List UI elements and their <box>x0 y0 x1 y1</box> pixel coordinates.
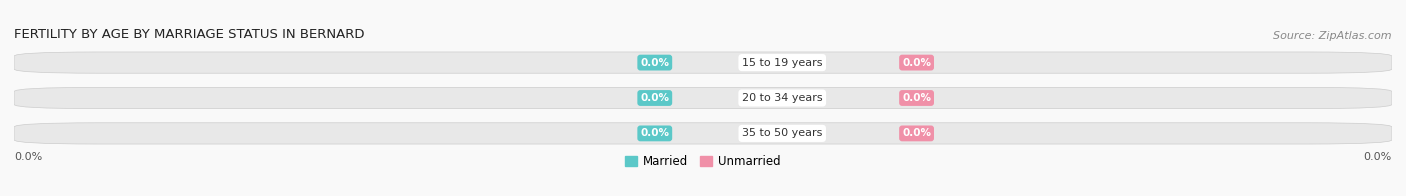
Legend: Married, Unmarried: Married, Unmarried <box>620 150 786 173</box>
Text: 15 to 19 years: 15 to 19 years <box>742 58 823 68</box>
FancyBboxPatch shape <box>14 123 1392 144</box>
Text: 0.0%: 0.0% <box>640 128 669 138</box>
Text: 0.0%: 0.0% <box>14 152 42 162</box>
FancyBboxPatch shape <box>14 87 1392 109</box>
Text: 35 to 50 years: 35 to 50 years <box>742 128 823 138</box>
FancyBboxPatch shape <box>14 52 1392 73</box>
Text: 0.0%: 0.0% <box>1364 152 1392 162</box>
Text: Source: ZipAtlas.com: Source: ZipAtlas.com <box>1274 31 1392 41</box>
Text: 0.0%: 0.0% <box>640 93 669 103</box>
Text: FERTILITY BY AGE BY MARRIAGE STATUS IN BERNARD: FERTILITY BY AGE BY MARRIAGE STATUS IN B… <box>14 28 364 41</box>
Text: 0.0%: 0.0% <box>903 58 931 68</box>
Text: 20 to 34 years: 20 to 34 years <box>742 93 823 103</box>
Text: 0.0%: 0.0% <box>903 93 931 103</box>
Text: 0.0%: 0.0% <box>640 58 669 68</box>
Text: 0.0%: 0.0% <box>903 128 931 138</box>
